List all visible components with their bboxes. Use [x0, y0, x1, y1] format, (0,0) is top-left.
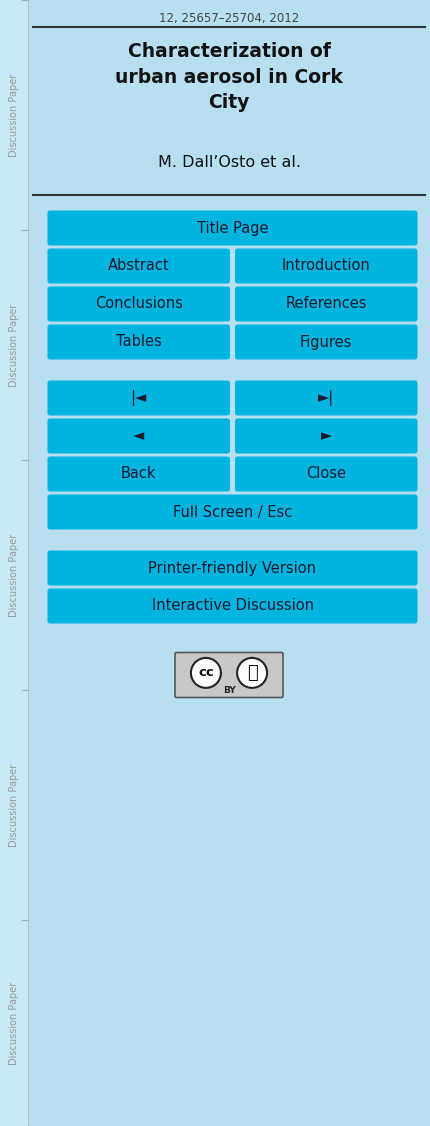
- Text: Figures: Figures: [300, 334, 353, 349]
- Text: Tables: Tables: [116, 334, 162, 349]
- Text: Abstract: Abstract: [108, 259, 169, 274]
- Text: ►: ►: [321, 429, 332, 444]
- FancyBboxPatch shape: [47, 211, 418, 245]
- FancyBboxPatch shape: [235, 286, 418, 322]
- Text: Conclusions: Conclusions: [95, 296, 183, 312]
- Circle shape: [191, 658, 221, 688]
- Text: Title Page: Title Page: [197, 221, 268, 235]
- Text: Discussion Paper: Discussion Paper: [9, 763, 19, 847]
- Text: Discussion Paper: Discussion Paper: [9, 303, 19, 386]
- FancyBboxPatch shape: [47, 286, 230, 322]
- FancyBboxPatch shape: [47, 456, 230, 492]
- Text: Printer-friendly Version: Printer-friendly Version: [148, 561, 316, 575]
- Text: Discussion Paper: Discussion Paper: [9, 982, 19, 1064]
- Circle shape: [237, 658, 267, 688]
- Text: ◄: ◄: [133, 429, 144, 444]
- Text: Ⓘ: Ⓘ: [247, 664, 258, 682]
- Text: |◄: |◄: [131, 390, 147, 406]
- FancyBboxPatch shape: [47, 419, 230, 454]
- Text: Interactive Discussion: Interactive Discussion: [151, 599, 313, 614]
- Text: Discussion Paper: Discussion Paper: [9, 73, 19, 157]
- FancyBboxPatch shape: [235, 456, 418, 492]
- Text: 12, 25657–25704, 2012: 12, 25657–25704, 2012: [159, 12, 299, 25]
- Text: References: References: [286, 296, 367, 312]
- FancyBboxPatch shape: [175, 652, 283, 697]
- FancyBboxPatch shape: [47, 589, 418, 624]
- Text: Introduction: Introduction: [282, 259, 371, 274]
- FancyBboxPatch shape: [235, 419, 418, 454]
- FancyBboxPatch shape: [235, 249, 418, 284]
- Text: M. Dall’Osto et al.: M. Dall’Osto et al.: [157, 155, 301, 170]
- Text: BY: BY: [223, 687, 235, 696]
- FancyBboxPatch shape: [47, 494, 418, 529]
- Text: Full Screen / Esc: Full Screen / Esc: [173, 504, 292, 519]
- Text: Close: Close: [306, 466, 346, 482]
- FancyBboxPatch shape: [47, 324, 230, 359]
- Text: Discussion Paper: Discussion Paper: [9, 534, 19, 617]
- FancyBboxPatch shape: [47, 381, 230, 415]
- Text: Back: Back: [121, 466, 157, 482]
- Bar: [0, 0, 28, 1126]
- FancyBboxPatch shape: [47, 249, 230, 284]
- FancyBboxPatch shape: [235, 381, 418, 415]
- Text: Characterization of
urban aerosol in Cork
City: Characterization of urban aerosol in Cor…: [115, 42, 343, 113]
- FancyBboxPatch shape: [47, 551, 418, 586]
- Text: cc: cc: [198, 667, 214, 679]
- Text: ►|: ►|: [318, 390, 335, 406]
- FancyBboxPatch shape: [235, 324, 418, 359]
